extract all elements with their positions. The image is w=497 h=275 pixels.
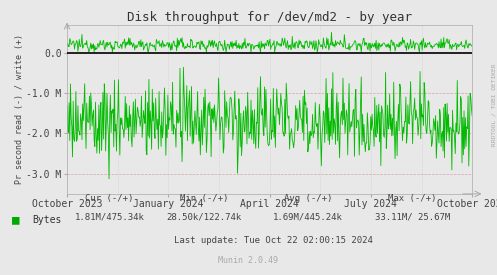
Text: RRDTOOL / TOBI OETIKER: RRDTOOL / TOBI OETIKER [491,63,496,146]
Title: Disk throughput for /dev/md2 - by year: Disk throughput for /dev/md2 - by year [127,10,412,24]
Text: ■: ■ [12,213,20,227]
Text: Avg (-/+): Avg (-/+) [284,194,332,203]
Text: Munin 2.0.49: Munin 2.0.49 [219,257,278,265]
Text: Max (-/+): Max (-/+) [388,194,437,203]
Text: Min (-/+): Min (-/+) [179,194,228,203]
Text: 1.69M/445.24k: 1.69M/445.24k [273,213,343,222]
Text: Cur (-/+): Cur (-/+) [85,194,134,203]
Text: Last update: Tue Oct 22 02:00:15 2024: Last update: Tue Oct 22 02:00:15 2024 [174,236,373,245]
Text: 1.81M/475.34k: 1.81M/475.34k [75,213,144,222]
Text: 33.11M/ 25.67M: 33.11M/ 25.67M [375,213,450,222]
Y-axis label: Pr second read (-) / write (+): Pr second read (-) / write (+) [14,34,23,184]
Text: 28.50k/122.74k: 28.50k/122.74k [166,213,242,222]
Text: Bytes: Bytes [32,215,62,225]
